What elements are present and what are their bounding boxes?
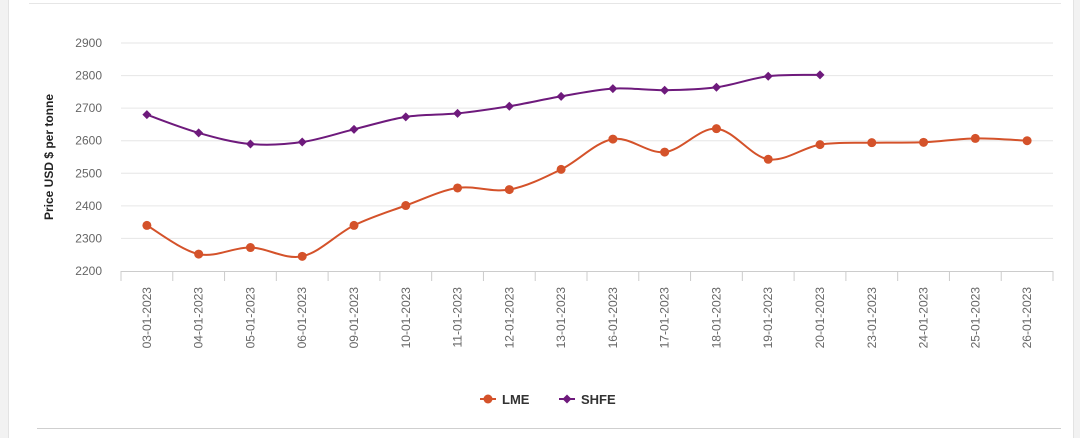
y-tick-label: 2800 [75,69,102,83]
shfe-point [453,108,463,118]
lme-line [146,127,1028,258]
x-tick-label: 10-01-2023 [399,287,413,349]
y-tick-label: 2400 [75,199,102,213]
series-shfe [142,70,825,149]
y-axis-label: Price USD $ per tonne [42,94,56,220]
x-axis: 03-01-2023 04-01-2023 05-01-2023 06-01-2023… [120,271,1054,349]
lme-point [297,251,307,261]
lme-point [867,138,877,148]
legend-item-lme: LME [480,392,530,407]
lme-point [245,243,255,253]
shfe-point [608,84,618,94]
x-tick-label: 20-01-2023 [813,287,827,349]
legend-swatch-marker [562,394,572,404]
legend-label: LME [502,392,530,407]
lme-point [660,147,670,157]
x-tick-label: 11-01-2023 [451,287,465,348]
bottom-divider [37,428,1061,429]
legend: LME SHFE [480,392,616,407]
lme-point [763,154,773,164]
x-tick-label: 18-01-2023 [709,287,723,349]
shfe-point [297,137,307,147]
lme-point [142,220,152,230]
legend-label: SHFE [581,392,616,407]
x-tick-label: 25-01-2023 [968,287,982,349]
shfe-point [504,101,514,111]
lme-point [556,164,566,174]
lme-point [401,201,411,211]
shfe-point [245,139,255,149]
lme-point [504,185,514,195]
x-tick-label: 16-01-2023 [606,287,620,349]
shfe-point [763,71,773,81]
x-tick-label: 04-01-2023 [192,287,206,349]
x-tick-label: 23-01-2023 [865,287,879,349]
lme-point [1022,136,1032,146]
y-tick-label: 2900 [75,36,102,50]
y-tick-label: 2300 [75,231,102,245]
lme-point [970,133,980,143]
lme-point [919,137,929,147]
top-divider [29,3,1061,4]
y-tick-label: 2500 [75,166,102,180]
y-tick-label: 2200 [75,264,102,278]
x-tick-label: 13-01-2023 [554,287,568,349]
x-tick-label: 24-01-2023 [917,287,931,349]
lme-point [815,140,825,150]
x-tick-label: 09-01-2023 [347,287,361,349]
chart-card [8,0,1074,438]
lme-point [711,124,721,134]
shfe-point [194,128,204,138]
lme-point [608,134,618,144]
y-axis-ticks: 2200 2300 2400 2500 2600 2700 2800 2900 [75,36,102,278]
shfe-point [711,82,721,92]
grid-lines [121,42,1053,239]
shfe-point [349,124,359,134]
series-layer [142,70,1032,261]
series-lme [142,124,1032,261]
x-tick-label: 17-01-2023 [658,287,672,349]
lme-point [453,183,463,193]
lme-point [349,220,359,230]
shfe-point [815,70,825,80]
x-tick-label: 12-01-2023 [502,287,516,349]
shfe-point [556,91,566,101]
shfe-point [142,110,152,120]
lme-point [194,249,204,259]
y-tick-label: 2700 [75,101,102,115]
shfe-line [146,73,821,146]
y-tick-label: 2600 [75,134,102,148]
legend-swatch-marker [483,394,493,404]
shfe-point [660,85,670,95]
x-tick-label: 19-01-2023 [761,287,775,349]
x-tick-label: 05-01-2023 [243,287,257,349]
shfe-point [401,112,411,122]
x-tick-label: 03-01-2023 [140,287,154,349]
legend-item-shfe: SHFE [559,392,616,407]
x-tick-label: 06-01-2023 [295,287,309,349]
x-tick-label: 26-01-2023 [1020,287,1034,349]
